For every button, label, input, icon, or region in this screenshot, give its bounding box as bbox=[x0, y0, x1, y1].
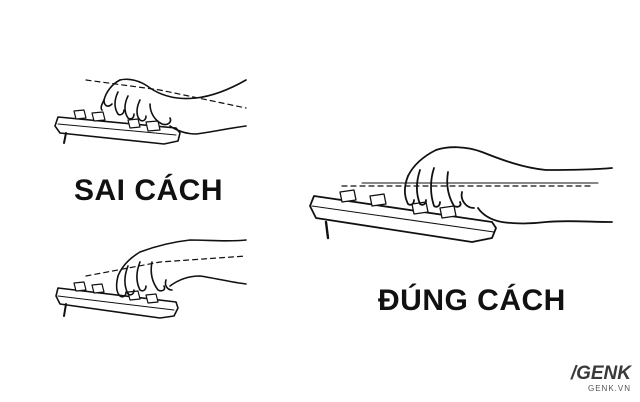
guide-line-wrong-bottom bbox=[85, 255, 247, 277]
keyboard-wrong-top bbox=[54, 109, 181, 145]
brand-logo: /GENK bbox=[570, 363, 631, 384]
right-way-label: ĐÚNG CÁCH bbox=[378, 284, 566, 317]
hand-wrong-top bbox=[100, 78, 247, 135]
guide-line-wrong-top bbox=[85, 79, 247, 109]
watermark: /GENK GENK.VN bbox=[541, 364, 631, 393]
hand-wrong-bottom bbox=[115, 239, 247, 298]
keyboard-right bbox=[309, 189, 497, 243]
hand-right bbox=[404, 146, 613, 225]
keyboard-wrong-bottom bbox=[55, 281, 179, 319]
brand-url: GENK.VN bbox=[587, 384, 631, 393]
wrong-way-label: SAI CÁCH bbox=[74, 174, 224, 207]
